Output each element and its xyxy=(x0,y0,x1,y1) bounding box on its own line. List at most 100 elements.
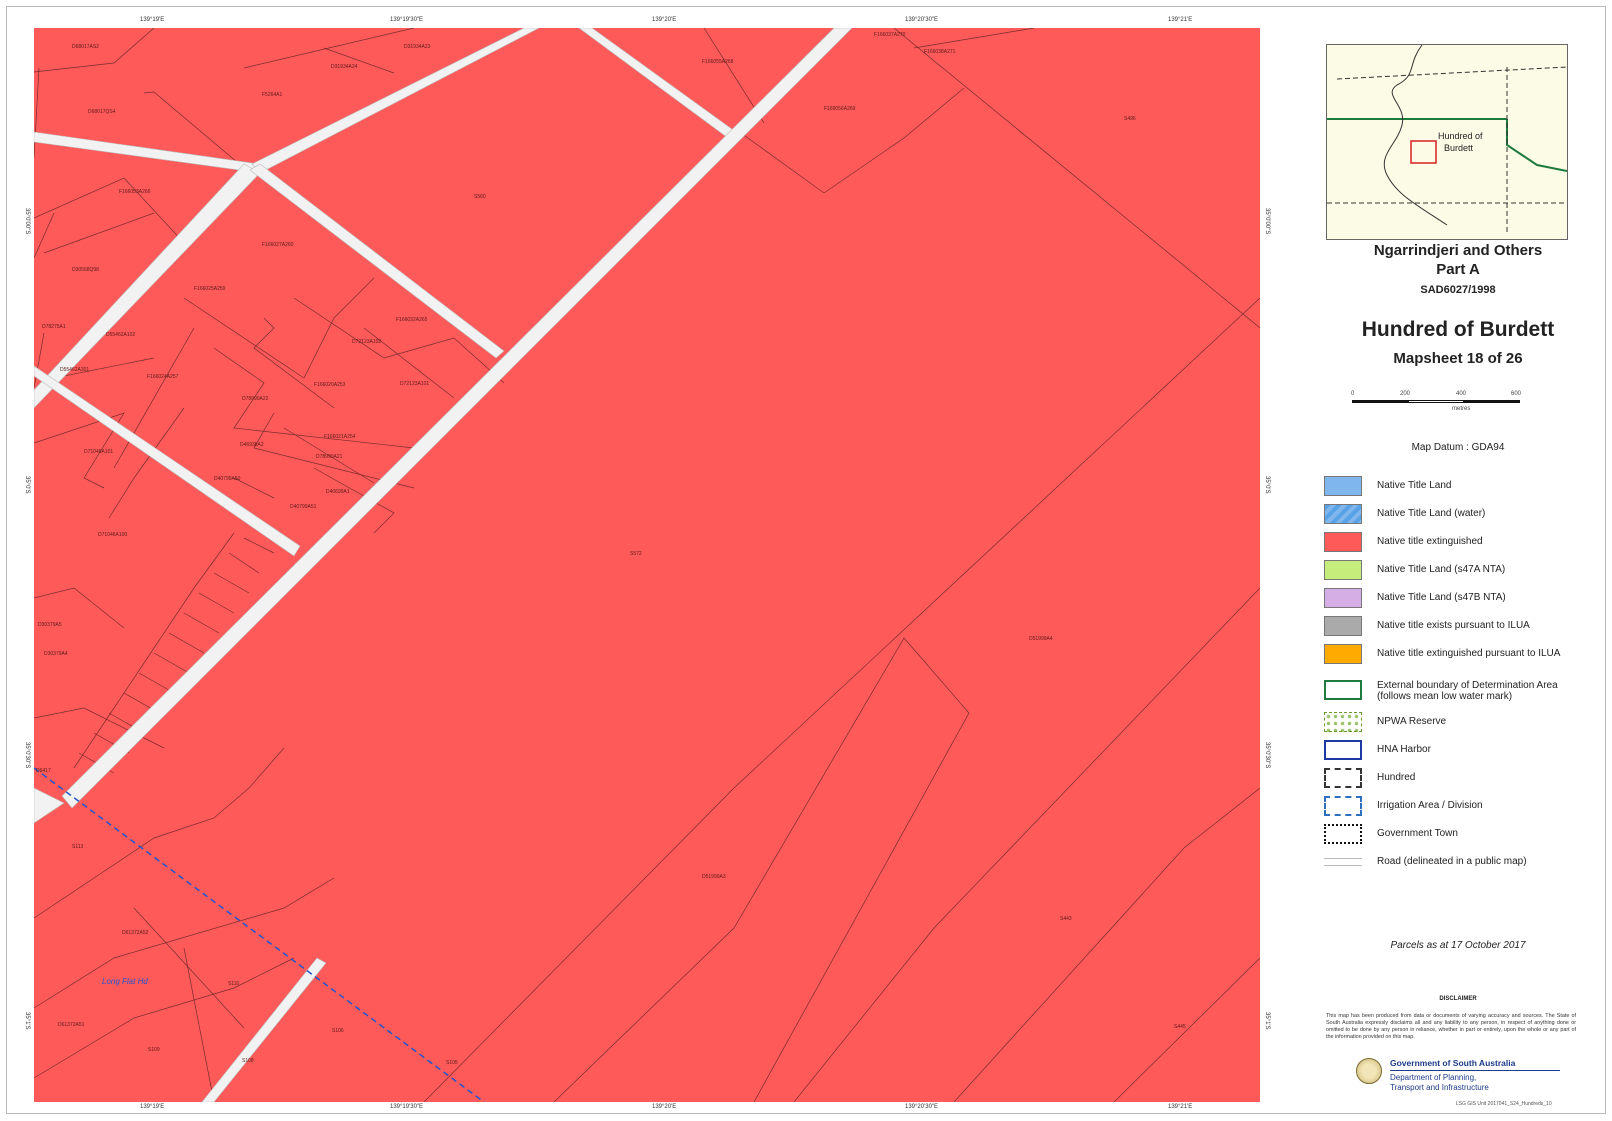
parcel-label: D72123A101 xyxy=(400,381,429,387)
parcel-label: F166053A266 xyxy=(119,189,151,195)
locator-inset: Hundred of Burdett xyxy=(1326,44,1568,240)
legend-label: Native Title Land (water) xyxy=(1377,508,1486,519)
gov-department: Department of Planning, xyxy=(1390,1073,1477,1082)
map-datum: Map Datum : GDA94 xyxy=(1411,442,1505,453)
parcel-label: D51999A4 xyxy=(1029,636,1053,642)
parcel-label: D31934A24 xyxy=(331,64,358,70)
parcel-label: D61372A52 xyxy=(122,930,149,936)
scale-unit: metres xyxy=(1452,406,1471,412)
disclaimer-text: This map has been produced from data or … xyxy=(1326,1013,1576,1040)
parcel-label: S496 xyxy=(1124,116,1136,122)
map-canvas[interactable]: D68017AS2 D31934A23 D31934A24 F166055A26… xyxy=(34,28,1260,1102)
title-line2: Part A xyxy=(1436,261,1480,278)
gov-name: Government of South Australia xyxy=(1390,1058,1516,1068)
hundred-title: Hundred of Burdett xyxy=(1361,318,1555,341)
parcel-label: S110 xyxy=(228,981,240,987)
scale-tick-200: 200 xyxy=(1400,391,1411,397)
parcel-label: S109 xyxy=(148,1047,160,1053)
legend-swatch xyxy=(1324,588,1362,608)
lon-label-bottom: 139°20'E xyxy=(652,1104,677,1110)
lon-label-bottom: 139°19'E xyxy=(140,1104,165,1110)
parcel-labels: D68017AS2 D31934A23 D31934A24 F166055A26… xyxy=(36,32,1186,1066)
parcel-label: F166038A271 xyxy=(924,49,956,55)
parcel-label: D71046A100 xyxy=(98,532,127,538)
parcel-label: F166021A254 xyxy=(324,434,356,440)
place-name-label: Long Flat Hd xyxy=(102,977,148,986)
legend-label: Native title extinguished xyxy=(1377,536,1483,547)
lat-label-left: 35°1'S xyxy=(24,1012,30,1030)
gov-department-2: Transport and Infrastructure xyxy=(1390,1083,1489,1092)
legend-panel: Hundred of Burdett Ngarrindjeri and Othe… xyxy=(1318,30,1598,1110)
legend-swatch xyxy=(1324,858,1362,866)
footer-code: LSG GIS Unit 2017041_S24_Hundreds_10 xyxy=(1456,1101,1552,1107)
lon-label-top: 139°21'E xyxy=(1168,17,1193,23)
legend-label: Native title exists pursuant to ILUA xyxy=(1377,620,1530,631)
legend-swatch xyxy=(1324,740,1362,760)
parcel-label: D72123A102 xyxy=(352,339,381,345)
parcel-label: S106 xyxy=(332,1028,344,1034)
parcel-label: D78275A1 xyxy=(42,324,66,330)
legend-swatch xyxy=(1324,504,1362,524)
parcel-label: D78990A21 xyxy=(316,454,343,460)
parcel-label: D30379A5 xyxy=(38,622,62,628)
parcel-label: D68017QS4 xyxy=(88,109,116,115)
parcels-date: Parcels as at 17 October 2017 xyxy=(1390,940,1526,951)
scale-tick-0: 0 xyxy=(1351,391,1355,397)
lon-label-bottom: 139°21'E xyxy=(1168,1104,1193,1110)
legend-label: Government Town xyxy=(1377,828,1458,839)
legend-label: HNA Harbor xyxy=(1377,744,1431,755)
lat-label-right: 35°0'30"S xyxy=(1264,742,1270,769)
parcel-label: D6417 xyxy=(36,768,51,774)
lat-label-right: 35°1'S xyxy=(1264,1012,1270,1030)
legend-label: Native Title Land (s47A NTA) xyxy=(1377,564,1506,575)
parcel-label: D78990A22 xyxy=(242,396,269,402)
legend-label: Irrigation Area / Division xyxy=(1377,800,1483,811)
parcel-label: S560 xyxy=(474,194,486,200)
lon-label-bottom: 139°20'30"E xyxy=(905,1104,939,1110)
inset-map: Hundred of Burdett xyxy=(1327,45,1567,235)
parcel-label: F166037A270 xyxy=(874,32,906,38)
parcel-label: S445 xyxy=(1174,1024,1186,1030)
parcel-label: D55462A102 xyxy=(106,332,135,338)
irrigation-boundary xyxy=(34,767,485,1102)
parcel-label: S108 xyxy=(242,1058,254,1064)
parcel-label: D40699A1 xyxy=(326,489,350,495)
lon-label-bottom: 139°19'30"E xyxy=(390,1104,424,1110)
parcel-label: F166025A259 xyxy=(194,286,226,292)
parcel-boundaries xyxy=(34,28,1260,1102)
parcel-label: S572 xyxy=(630,551,642,557)
parcel-label: F5264A1 xyxy=(262,92,283,98)
lat-label-left: 35°0'30"S xyxy=(24,742,30,769)
lon-label-top: 139°19'E xyxy=(140,17,165,23)
legend-swatch xyxy=(1324,644,1362,664)
legend-swatch xyxy=(1324,796,1362,816)
title-line1: Ngarrindjeri and Others xyxy=(1373,242,1543,259)
parcel-label: F169056A269 xyxy=(824,106,856,112)
inset-label-line1: Hundred of xyxy=(1438,131,1483,141)
legend-swatch xyxy=(1324,680,1362,700)
parcel-label: F166027A260 xyxy=(262,242,294,248)
disclaimer-title: DISCLAIMER xyxy=(1439,996,1477,1002)
parcel-label: D31934A23 xyxy=(404,44,431,50)
inset-label-line2: Burdett xyxy=(1444,143,1474,153)
parcel-label: F166020A253 xyxy=(314,382,346,388)
roads xyxy=(34,28,853,1102)
parcel-label: D61372A51 xyxy=(58,1022,85,1028)
parcel-label: D30568Q98 xyxy=(72,267,99,273)
government-logo xyxy=(1356,1058,1382,1084)
parcel-label: F166032A265 xyxy=(396,317,428,323)
parcel-label: S105 xyxy=(446,1060,458,1066)
case-number: SAD6027/1998 xyxy=(1420,284,1496,296)
lat-label-right: 35°0'S xyxy=(1264,476,1270,494)
parcel-label: F166024A257 xyxy=(147,374,179,380)
legend-swatch xyxy=(1324,616,1362,636)
extinguished-land xyxy=(34,28,1260,1102)
legend-label: Native title extinguished pursuant to IL… xyxy=(1377,648,1561,659)
legend-label: Hundred xyxy=(1377,772,1416,783)
parcel-label: S443 xyxy=(1060,916,1072,922)
map-frame xyxy=(6,6,1606,1114)
parcel-label: S113 xyxy=(72,844,84,850)
scale-tick-600: 600 xyxy=(1511,391,1522,397)
parcel-label: D40799A50 xyxy=(214,476,241,482)
parcel-label: D46938A2 xyxy=(240,442,264,448)
